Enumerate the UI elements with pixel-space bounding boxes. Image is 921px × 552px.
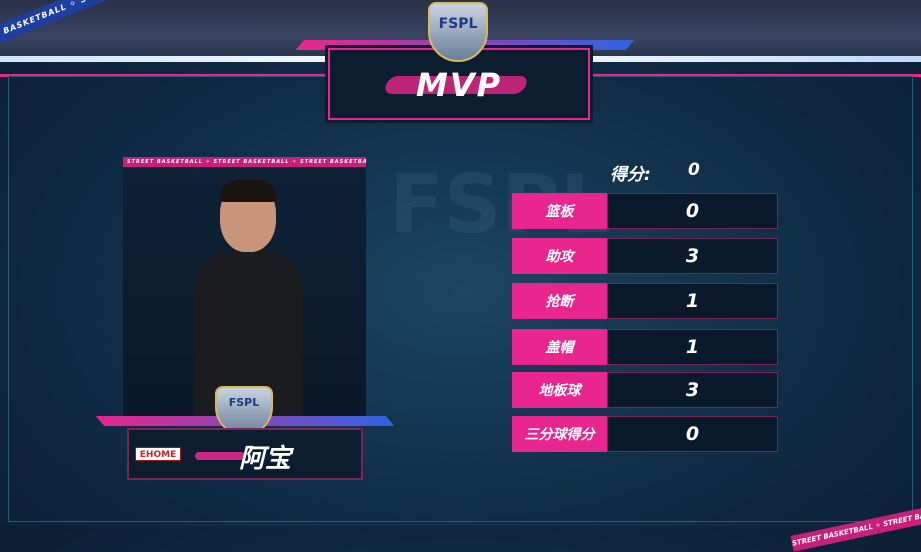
stat-row: 抢断 1 [512, 283, 778, 319]
stat-label: 三分球得分 [512, 416, 607, 452]
league-logo: FSPL [428, 2, 488, 62]
stat-value: 0 [607, 193, 778, 229]
player-name-box: EHOME 阿宝 [127, 428, 363, 480]
photo-strip: STREET BASKETBALL ✧ STREET BASKETBALL ✧ … [123, 157, 366, 167]
stat-row: 三分球得分 0 [512, 416, 778, 452]
score: 得分: 0 [610, 160, 700, 185]
stat-row: 篮板 0 [512, 193, 778, 229]
stat-label: 助攻 [512, 238, 607, 274]
stat-row: 助攻 3 [512, 238, 778, 274]
team-logo: EHOME [135, 447, 181, 461]
league-logo-small: FSPL [215, 386, 273, 436]
score-value: 0 [688, 160, 700, 180]
player-name: 阿宝 [239, 444, 292, 474]
stat-row: 盖帽 1 [512, 329, 778, 365]
brush-stroke [195, 452, 245, 460]
stat-value: 3 [607, 238, 778, 274]
stat-label: 地板球 [512, 372, 607, 408]
page-title: MVP [415, 66, 503, 104]
stat-label: 篮板 [512, 193, 607, 229]
score-label: 得分: [610, 165, 651, 185]
stat-row: 地板球 3 [512, 372, 778, 408]
player-photo-card: STREET BASKETBALL ✧ STREET BASKETBALL ✧ … [123, 157, 366, 420]
stat-value: 3 [607, 372, 778, 408]
stat-label: 盖帽 [512, 329, 607, 365]
stat-value: 1 [607, 283, 778, 319]
stat-value: 1 [607, 329, 778, 365]
stat-label: 抢断 [512, 283, 607, 319]
player-photo [193, 180, 303, 420]
stat-value: 0 [607, 416, 778, 452]
